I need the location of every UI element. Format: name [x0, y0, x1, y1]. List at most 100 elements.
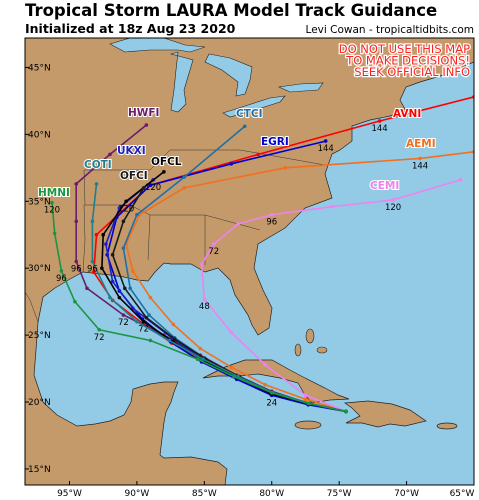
hour-label: 120	[385, 203, 401, 213]
hour-label: 72	[138, 325, 149, 335]
track-point	[182, 186, 186, 190]
model-label: EGRI	[261, 136, 289, 148]
y-tick-label: 25°N	[28, 331, 51, 341]
hour-label: 120	[118, 204, 134, 214]
track-point	[122, 286, 127, 291]
track-point	[182, 175, 186, 179]
track-point	[148, 295, 153, 300]
track-point	[199, 262, 204, 266]
track-point	[94, 182, 99, 186]
track-point	[144, 315, 149, 320]
model-label: OFCI	[120, 170, 148, 182]
y-tick-label: 15°N	[28, 465, 51, 475]
hour-label: 72	[94, 333, 105, 343]
hour-label: 72	[118, 318, 129, 328]
hour-label: 144	[412, 161, 428, 171]
track-point	[121, 313, 126, 317]
track-point	[74, 259, 79, 264]
basemap: 144 144 48 72 96 120 24 144 72 96 120 72 120 96 72 96 12…	[25, 38, 474, 485]
track-point	[167, 338, 172, 343]
y-tick-label: 35°N	[28, 197, 51, 207]
track-point	[269, 212, 274, 217]
x-tick-label: 65°W	[450, 489, 475, 499]
track-point	[90, 219, 95, 224]
track-point	[94, 232, 99, 237]
tracks: 144 144 48 72 96 120 24 144 72 96 120 72 120 96 72 96 12…	[44, 95, 474, 414]
track-point	[135, 319, 139, 324]
model-label: AVNI	[393, 108, 421, 120]
track-point	[229, 365, 234, 370]
track-point	[74, 219, 79, 224]
track-line	[101, 171, 347, 413]
track-point	[52, 231, 57, 236]
track-point	[141, 319, 146, 324]
model-label: COTI	[84, 159, 112, 171]
track-point	[323, 139, 328, 143]
title: Tropical Storm LAURA Model Track Guidanc…	[25, 1, 437, 20]
hour-label: 144	[318, 144, 334, 154]
init-time: Initialized at 18z Aug 23 2020	[25, 21, 236, 36]
track-point	[148, 183, 153, 188]
model-label: AEMI	[406, 138, 436, 150]
track-point	[229, 330, 234, 335]
hispaniola	[344, 400, 427, 428]
y-tick-label: 45°N	[28, 63, 51, 73]
track-point	[110, 253, 115, 257]
track-point	[242, 124, 247, 129]
track-point	[344, 409, 348, 414]
track-point	[117, 295, 122, 300]
x-tick-label: 85°W	[192, 489, 217, 499]
hour-label: 120	[44, 206, 60, 216]
x-tick-label: 90°W	[124, 489, 149, 499]
hour-label: 96	[56, 274, 67, 284]
x-tick-label: 75°W	[327, 489, 352, 499]
track-point	[74, 182, 79, 186]
track-point	[73, 299, 77, 304]
y-tick-label: 30°N	[28, 264, 51, 274]
track-point	[128, 286, 132, 291]
warning-line: TO MAKE DECISIONS!	[345, 54, 470, 68]
model-label: HMNI	[38, 187, 70, 199]
hour-label: 96	[87, 265, 98, 275]
track-point	[303, 393, 308, 398]
track-point	[418, 156, 422, 161]
track-point	[458, 178, 463, 182]
track-point	[330, 204, 335, 209]
track-point	[263, 362, 267, 367]
track-point	[303, 397, 308, 402]
track-point	[121, 246, 126, 250]
warning-line: DO NOT USE THIS MAP	[339, 42, 470, 56]
track-point	[91, 270, 96, 275]
track-point	[147, 313, 151, 317]
jamaica	[294, 420, 322, 430]
track-point	[283, 166, 288, 170]
model-label: OFCL	[151, 156, 182, 168]
model-label: CEMI	[370, 180, 399, 192]
track-point	[108, 295, 112, 300]
bahamas	[316, 346, 328, 354]
track-point	[229, 162, 234, 166]
hour-label: 72	[208, 247, 219, 257]
track-point	[306, 401, 310, 406]
puerto-rico	[436, 422, 458, 430]
credit: Levi Cowan - tropicaltidbits.com	[306, 24, 474, 36]
track-point	[263, 382, 267, 387]
track-point	[148, 338, 153, 343]
track-point	[236, 222, 240, 226]
track-point	[124, 199, 128, 204]
y-tick-label: 40°N	[28, 130, 51, 140]
warning-line: SEEK OFFICIAL INFO	[354, 65, 470, 79]
x-tick-label: 70°W	[394, 489, 419, 499]
track-point	[101, 232, 106, 237]
track-point	[201, 357, 205, 361]
track-point	[100, 266, 104, 270]
hour-label: 120	[145, 183, 161, 193]
track-point	[97, 327, 101, 332]
hour-label: 96	[266, 218, 277, 228]
great-lakes	[109, 38, 324, 118]
track-point	[85, 286, 89, 291]
track-point	[110, 279, 115, 284]
track-point	[144, 123, 149, 127]
